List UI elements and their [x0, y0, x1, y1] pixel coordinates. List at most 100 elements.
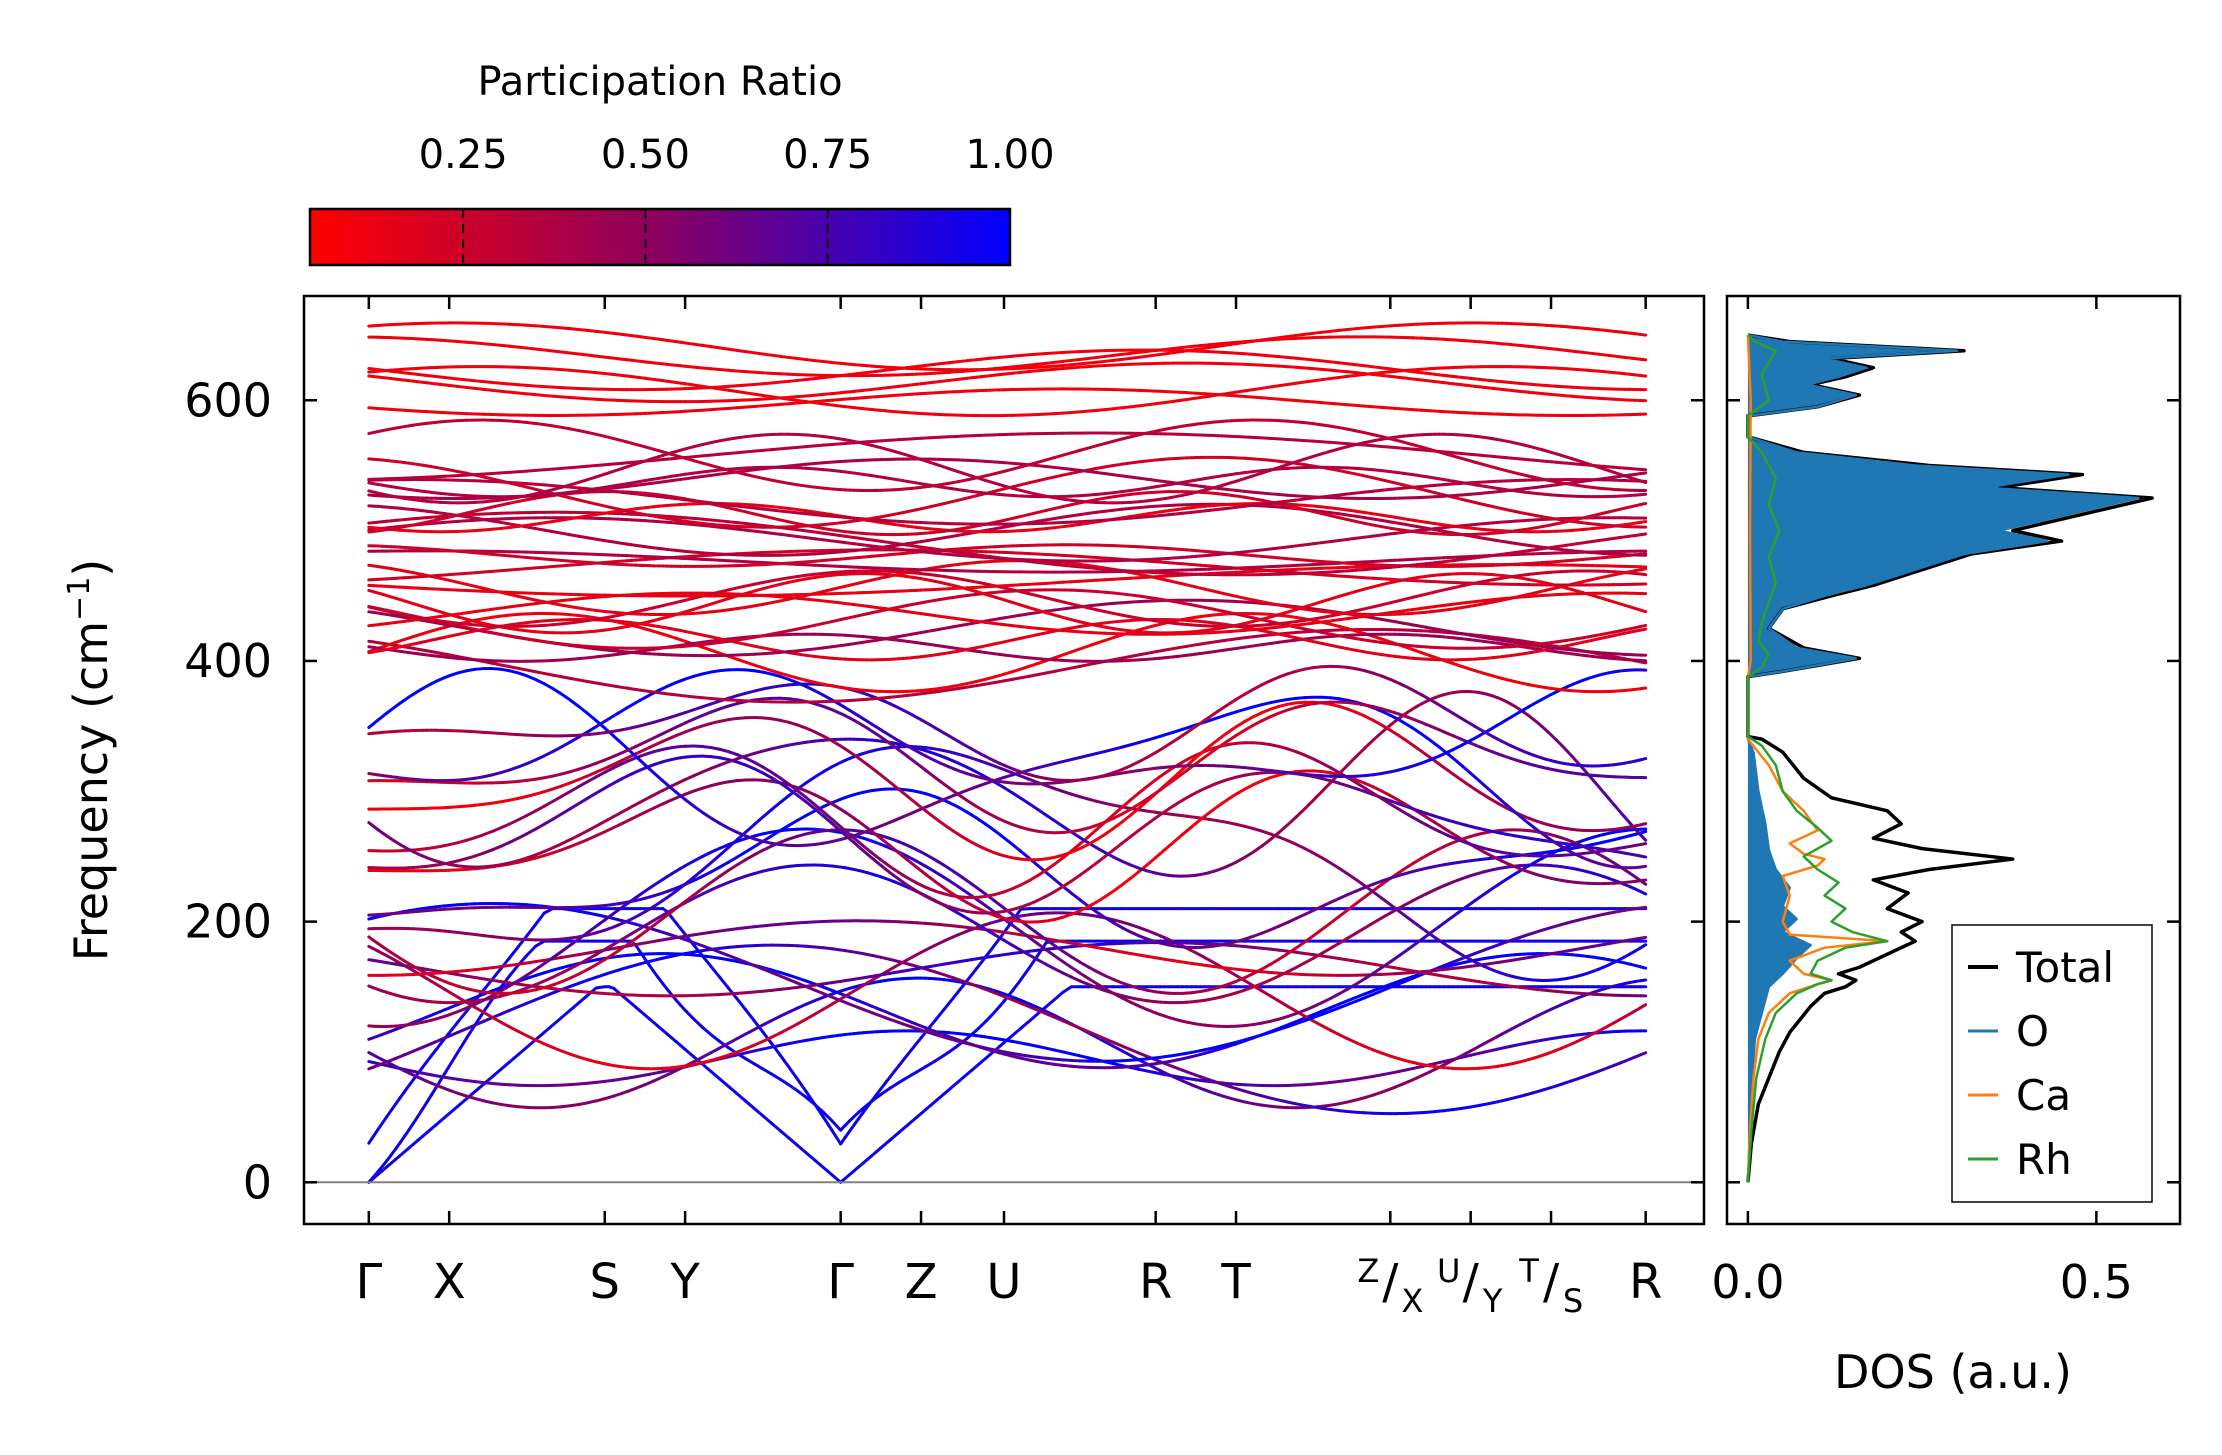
band-line-segment	[1320, 1009, 1332, 1016]
band-line-segment	[813, 988, 825, 996]
band-line-segment	[1354, 895, 1367, 906]
band-line-segment	[735, 1092, 748, 1103]
band-line-segment	[447, 990, 460, 999]
band-line-segment	[482, 1010, 494, 1019]
band-line-segment	[1638, 842, 1648, 847]
band-line-segment	[560, 1049, 572, 1056]
band-line-segment	[830, 1173, 843, 1184]
band-line-segment	[804, 1089, 817, 1106]
band-line-segment	[1285, 1022, 1298, 1029]
band-line-segment	[1638, 1051, 1648, 1057]
band-line-segment	[683, 797, 696, 808]
band-line-segment	[1638, 864, 1648, 869]
band-line-segment	[787, 973, 799, 980]
band-line-segment	[1036, 807, 1048, 817]
band-line-segment	[744, 823, 756, 834]
colorbar-tick-label: 0.25	[419, 132, 508, 178]
band-line-segment	[1260, 989, 1272, 998]
band-line-segment	[770, 968, 782, 974]
band-line-segment	[700, 880, 713, 891]
band-line-segment	[1311, 1009, 1324, 1017]
band-line-segment	[1311, 928, 1324, 938]
band-line-segment	[700, 861, 713, 872]
band-line-segment	[700, 944, 713, 951]
band-line-segment	[1044, 1012, 1057, 1019]
band-line-segment	[1638, 889, 1648, 896]
band-line-segment	[1103, 1040, 1116, 1048]
band-line-segment	[568, 698, 581, 708]
band-line-segment	[534, 1030, 546, 1042]
band-line-segment	[813, 1158, 825, 1170]
band-line-segment	[456, 1036, 468, 1054]
band-line-segment	[770, 971, 782, 978]
colorbar-tick-labels: 0.25 0.50 0.75 1.00	[419, 132, 1055, 178]
band-line-segment	[778, 794, 791, 805]
band-line-segment	[490, 1067, 503, 1079]
band-line-segment	[508, 963, 520, 978]
band-line-segment	[821, 992, 834, 999]
band-line-segment	[1303, 1016, 1315, 1023]
band-line-segment	[1638, 935, 1648, 940]
band-line-segment	[456, 1009, 468, 1024]
band-line-segment	[1354, 992, 1367, 999]
band-line-segment	[700, 1062, 713, 1074]
colorbar-title: Participation Ratio	[477, 59, 842, 105]
band-line-segment	[1044, 1009, 1057, 1017]
band-line-segment	[1078, 867, 1090, 877]
band-line-segment	[735, 1032, 748, 1041]
band-line-segment	[1053, 819, 1065, 828]
band-line-segment	[761, 967, 774, 975]
band-line-segment	[1078, 1026, 1090, 1034]
colorbar-tick-label: 0.50	[601, 132, 690, 178]
band-line-segment	[1638, 943, 1648, 950]
band-line-segment	[1061, 1019, 1073, 1026]
band-line-segment	[1354, 878, 1367, 888]
band-line-segment	[709, 964, 722, 979]
band-line-segment	[718, 975, 730, 990]
band-line-segment	[490, 1015, 503, 1024]
band-line-segment	[1277, 1025, 1289, 1032]
band-line-segment	[1078, 971, 1090, 980]
band-line-segment	[473, 1005, 486, 1014]
band-line-segment	[1371, 730, 1384, 742]
band-line-segment	[577, 704, 589, 715]
band-line-segment	[1337, 999, 1349, 1006]
band-line-segment	[534, 994, 546, 1002]
band-line-segment	[778, 1129, 791, 1140]
band-line-segment	[1354, 1041, 1367, 1048]
band-line-segment	[830, 739, 843, 748]
band-line-segment	[594, 918, 607, 928]
band-line-segment	[778, 1010, 791, 1018]
band-line-segment	[1638, 822, 1648, 827]
band-line-segment	[1103, 1037, 1116, 1044]
band-line-segment	[525, 944, 538, 957]
band-line-segment	[456, 1097, 468, 1108]
band-line-segment	[787, 978, 799, 985]
band-line-segment	[516, 1029, 529, 1038]
band-line-segment	[456, 1027, 468, 1034]
band-line-segment	[1371, 1090, 1384, 1097]
band-line-segment	[692, 804, 704, 814]
band-line-segment	[1145, 929, 1158, 936]
band-line-segment	[1268, 1028, 1281, 1034]
band-line-segment	[1337, 763, 1349, 776]
colorbar: Participation Ratio 0.25 0.50 0.75 1.00	[308, 59, 1055, 267]
band-line-segment	[761, 1035, 774, 1043]
band-line-segment	[795, 1017, 808, 1026]
band-line-segment	[568, 1001, 581, 1012]
band-line-segment	[1069, 891, 1082, 902]
band-line-segment	[516, 934, 529, 949]
band-line-segment	[1251, 844, 1264, 854]
band-line-segment	[1036, 1008, 1048, 1016]
band-line-segment	[551, 1016, 564, 1027]
band-line-segment	[1380, 985, 1392, 993]
band-line-segment	[1120, 835, 1132, 845]
band-line-segment	[735, 997, 748, 1012]
band-line-segment	[821, 1115, 834, 1132]
band-line-segment	[1320, 1024, 1332, 1032]
band-line-segment	[508, 945, 520, 960]
band-line-segment	[1002, 994, 1014, 1002]
band-line-segment	[787, 1136, 799, 1147]
band-line-segment	[1095, 1033, 1107, 1041]
band-line-segment	[683, 938, 696, 945]
